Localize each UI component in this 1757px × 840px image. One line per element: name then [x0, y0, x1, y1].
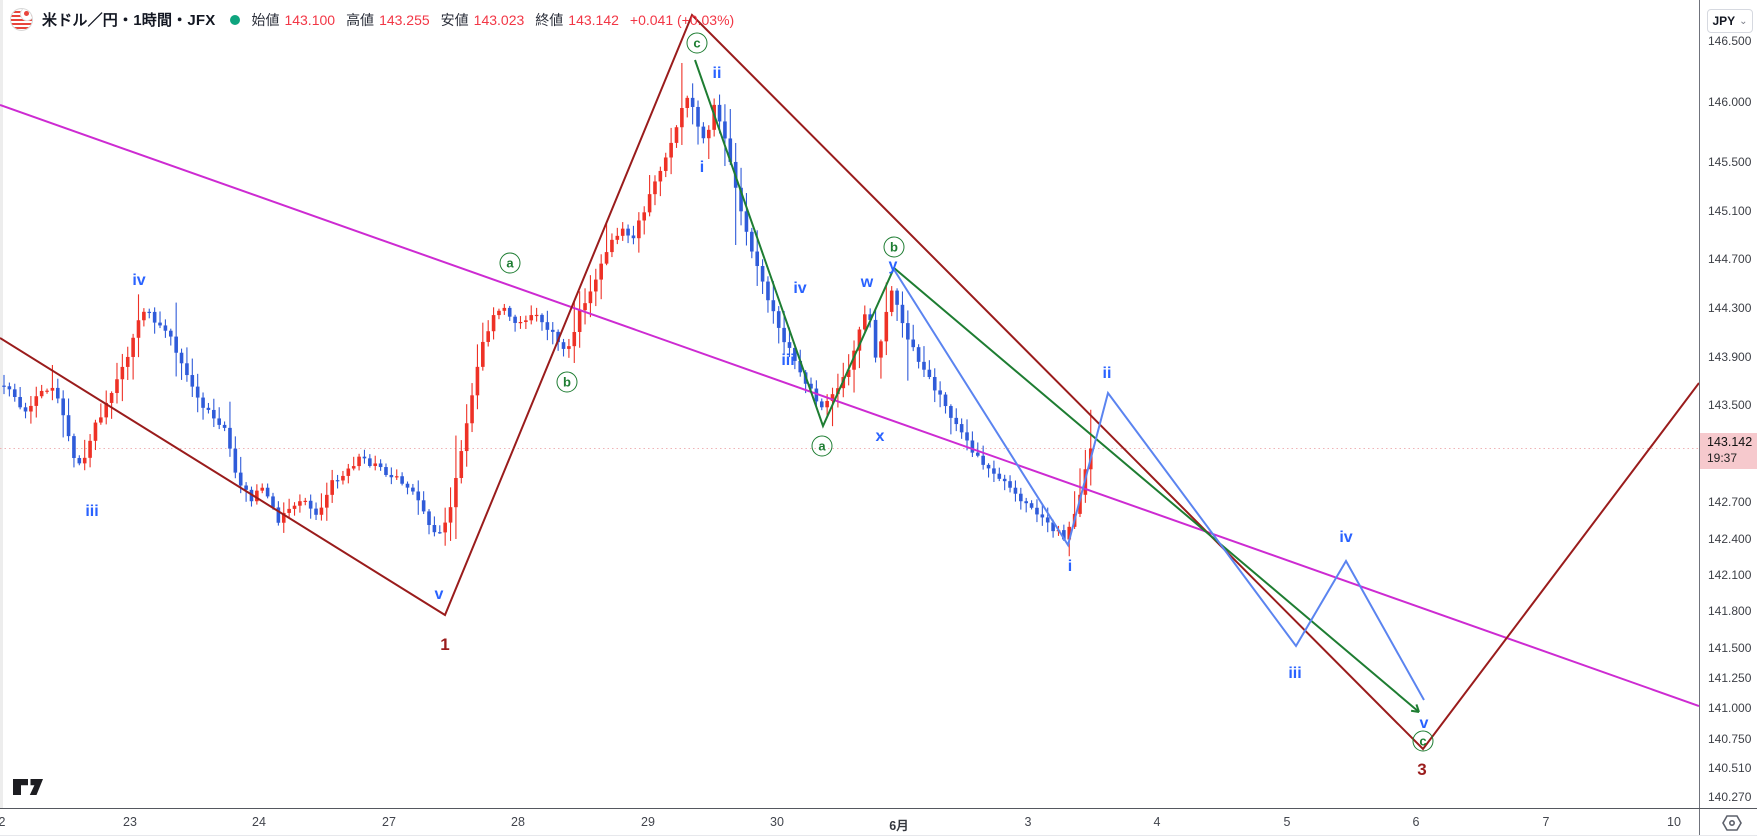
circled-wave-label-a[interactable]: a: [499, 252, 521, 274]
wave-label-ii[interactable]: ii: [1102, 365, 1112, 382]
wave-label-iii[interactable]: iii: [781, 352, 795, 369]
time-tick-label: 4: [1153, 815, 1161, 829]
time-scale[interactable]: 2 23 24 27 28 29 30 6月 3 4 5 6 7 10: [0, 808, 1757, 840]
time-tick-label: 3: [1024, 815, 1032, 829]
descending-trendline-purple[interactable]: [0, 104, 1699, 707]
symbol-header: 米ドル／円・1時間・JFX 始値 143.100 高値 143.255 安値 143.…: [10, 8, 734, 31]
left-edge-strip: [0, 0, 3, 840]
price-tick-label: 144.300: [1708, 300, 1752, 315]
time-tick-label: 6: [1412, 815, 1420, 829]
current-price-value: 143.142: [1707, 435, 1753, 450]
wave-label-x[interactable]: x: [875, 428, 885, 445]
high-value: 143.255: [379, 11, 430, 28]
wave-label-i[interactable]: i: [1067, 558, 1073, 575]
price-tick-label: 145.100: [1708, 203, 1752, 218]
scale-corner-separator: [1699, 809, 1700, 835]
price-tick-label: 143.900: [1708, 349, 1752, 364]
close-value: 143.142: [568, 11, 619, 28]
price-tick-label: 140.270: [1708, 790, 1752, 804]
circled-wave-label-a[interactable]: a: [811, 435, 833, 457]
time-tick-label: 30: [770, 815, 784, 829]
price-scale[interactable]: JPY ⌄ 146.500 146.000 145.500 145.100 144.70…: [1699, 0, 1757, 840]
price-tick-label: 140.750: [1708, 731, 1752, 746]
bottom-divider: [0, 835, 1757, 836]
current-price-badge[interactable]: 143.142 19:37: [1700, 433, 1757, 470]
wave-label-ii[interactable]: ii: [712, 65, 722, 82]
abc-correction-green-arrowhead: [1410, 709, 1420, 713]
impulse-zigzag-maroon[interactable]: [0, 13, 1699, 751]
time-tick-label: 23: [123, 815, 137, 829]
bar-countdown: 19:37: [1707, 451, 1738, 466]
abc-correction-green-arrowhead: [1415, 704, 1420, 713]
change-value: +0.041 (+0.03%): [629, 11, 735, 28]
price-tick-label: 145.500: [1708, 155, 1752, 170]
tradingview-logo[interactable]: [13, 779, 44, 796]
time-tick-label: 6月: [889, 819, 909, 833]
circled-wave-label-b[interactable]: b: [883, 236, 905, 258]
candlestick-chart[interactable]: [0, 0, 1699, 808]
price-tick-label: 142.400: [1708, 531, 1752, 546]
wave-label-iii[interactable]: iii: [85, 503, 99, 520]
price-tick-label: 142.100: [1708, 567, 1752, 582]
wave-label-i[interactable]: i: [699, 159, 705, 176]
price-tick-label: 141.800: [1708, 604, 1752, 619]
price-tick-label: 144.700: [1708, 252, 1752, 267]
ohlc-readout: 始値 143.100 高値 143.255 安値 143.023 終値 143.142 …: [251, 10, 734, 30]
wave-label-w[interactable]: w: [860, 274, 874, 291]
price-tick-label: 146.000: [1708, 94, 1752, 109]
wave-label-v[interactable]: v: [1419, 715, 1429, 732]
wave-label-iv[interactable]: iv: [1339, 529, 1353, 546]
time-tick-label: 5: [1283, 815, 1291, 829]
price-tick-label: 140.510: [1708, 760, 1752, 775]
currency-label: JPY: [1712, 14, 1736, 28]
scale-settings-icon[interactable]: [1718, 813, 1746, 833]
chevron-down-icon: ⌄: [1739, 15, 1748, 27]
time-tick-label: 2: [0, 815, 6, 829]
open-value: 143.100: [284, 11, 336, 28]
market-status-icon[interactable]: [230, 14, 241, 25]
wave-number-label-3[interactable]: 3: [1417, 760, 1427, 779]
time-tick-label: 7: [1542, 815, 1550, 829]
time-tick-label: 28: [511, 815, 525, 829]
elliott-wave-labels-layer: iii iv v i ii iii iv w x y i ii iii iv v a b c a b c 1 3: [85, 32, 1434, 779]
abc-correction-green[interactable]: [694, 59, 1420, 713]
currency-selector-button[interactable]: JPY ⌄: [1707, 9, 1753, 33]
wave-label-iv[interactable]: iv: [132, 272, 146, 289]
low-label: 安値: [440, 11, 469, 28]
wave-label-v[interactable]: v: [434, 586, 444, 603]
circled-wave-label-c[interactable]: c: [686, 32, 708, 54]
price-tick-label: 142.700: [1708, 495, 1752, 510]
low-value: 143.023: [473, 11, 525, 28]
usdjpy-pair-icon[interactable]: [10, 8, 33, 31]
wave-label-y[interactable]: y: [888, 257, 898, 274]
price-tick-label: 146.500: [1708, 34, 1752, 48]
symbol-title[interactable]: 米ドル／円・1時間・JFX: [42, 12, 216, 29]
wave-number-label-1[interactable]: 1: [440, 635, 450, 654]
circled-wave-label-b[interactable]: b: [556, 371, 578, 393]
price-tick-label: 141.500: [1708, 640, 1752, 655]
time-tick-label: 10: [1667, 815, 1681, 829]
price-tick-label: 141.250: [1708, 671, 1752, 686]
time-tick-label: 24: [252, 815, 266, 829]
circled-wave-label-c[interactable]: c: [1412, 730, 1434, 752]
close-label: 終値: [535, 11, 564, 28]
price-tick-label: 141.000: [1708, 701, 1752, 716]
projection-zigzag-blue[interactable]: [892, 267, 1425, 701]
wave-label-iv[interactable]: iv: [793, 280, 807, 297]
high-label: 高値: [346, 11, 375, 28]
price-tick-label: 143.500: [1708, 398, 1752, 413]
open-label: 始値: [251, 11, 280, 28]
time-tick-label: 29: [641, 815, 655, 829]
wave-label-iii[interactable]: iii: [1288, 665, 1302, 682]
time-tick-label: 27: [382, 815, 396, 829]
